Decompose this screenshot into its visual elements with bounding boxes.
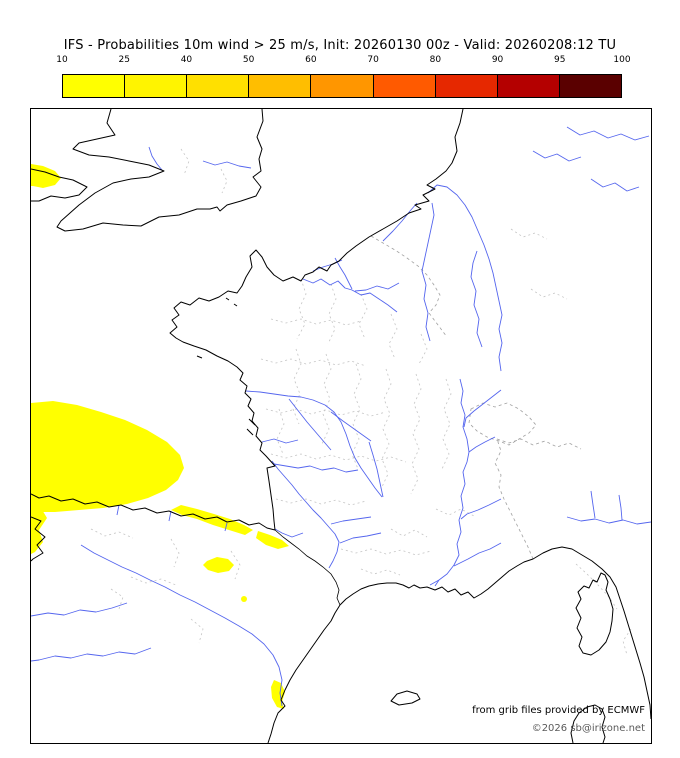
map-frame: from grib files provided by ECMWF ©2026 …: [30, 108, 652, 744]
colorbar-tick-label: 40: [180, 55, 193, 65]
coastline-galicia: [31, 516, 46, 562]
colorbar-cell: [311, 75, 374, 97]
colorbar-tick-label: 25: [118, 55, 130, 65]
colorbar-tick-label: 60: [305, 55, 317, 65]
colorbar-cell: [373, 75, 436, 97]
channel-islands: [225, 297, 238, 307]
atlantic-islands: [196, 355, 256, 436]
coastline-britain: [56, 109, 264, 232]
coastline-corsica: [575, 572, 614, 656]
colorbar-cell: [435, 75, 498, 97]
colorbar-ticks: 10 25 40 50 60 70 80 90 95 100: [56, 55, 630, 67]
country-borders: [370, 235, 582, 560]
coastline-balearic: [390, 690, 421, 706]
colorbar-cell: [249, 75, 312, 97]
colorbar-cell: [125, 75, 188, 97]
department-boundaries: [90, 148, 632, 656]
coastline-catalonia: [267, 604, 341, 743]
pyrenees-border: [274, 529, 341, 606]
colorbar-cell: [497, 75, 560, 97]
probability-areas: [31, 164, 289, 709]
colorbar-cell: [559, 75, 621, 97]
colorbar-tick-label: 10: [56, 55, 68, 65]
coastline-continent: [31, 109, 464, 531]
credit-source: from grib files provided by ECMWF: [472, 705, 645, 716]
colorbar-cell: [63, 75, 126, 97]
rivers: [31, 126, 651, 707]
page-title: IFS - Probabilities 10m wind > 25 m/s, I…: [63, 38, 617, 53]
coastline-ireland: [31, 168, 88, 202]
probability-colorbar: [62, 74, 622, 98]
colorbar-tick-label: 95: [554, 55, 566, 65]
colorbar-tick-label: 70: [367, 55, 379, 65]
colorbar-tick-label: 90: [491, 55, 504, 65]
coastlines: [31, 109, 651, 743]
colorbar-tick-label: 100: [613, 55, 631, 65]
colorbar-tick-label: 50: [242, 55, 255, 65]
colorbar-tick-label: 80: [429, 55, 442, 65]
colorbar-cell: [187, 75, 250, 97]
coastline-mediterranean: [339, 546, 651, 720]
coastline-sardinia: [570, 704, 606, 743]
map-svg: [31, 109, 651, 743]
credit-copyright: ©2026 sb@irizone.net: [531, 723, 645, 734]
